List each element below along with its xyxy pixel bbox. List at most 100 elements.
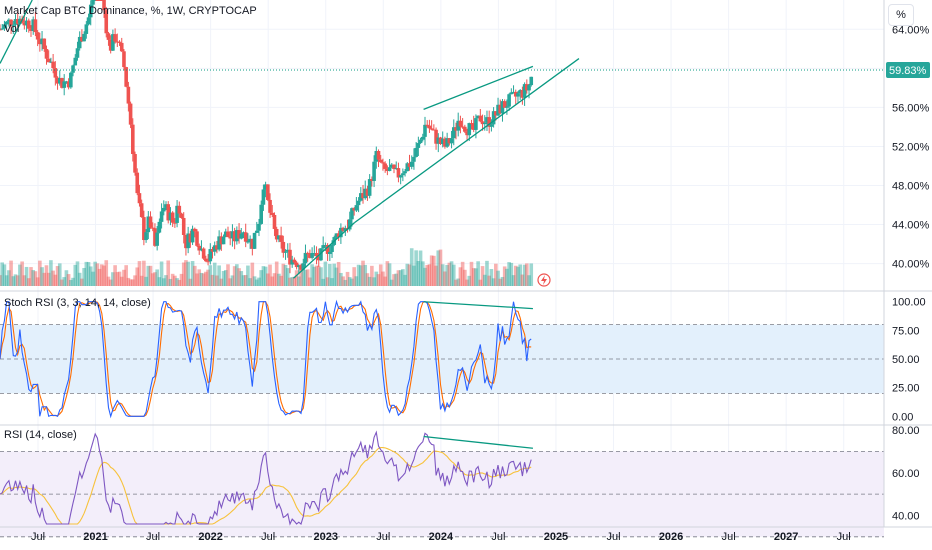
candle-body[interactable] bbox=[60, 78, 64, 88]
candle-body[interactable] bbox=[261, 189, 266, 205]
candle-body[interactable] bbox=[31, 19, 36, 31]
candle-body[interactable] bbox=[15, 19, 20, 24]
candle-body[interactable] bbox=[451, 127, 456, 139]
candle-body[interactable] bbox=[219, 236, 224, 245]
candle-body[interactable] bbox=[516, 93, 520, 97]
candle-body[interactable] bbox=[157, 221, 162, 233]
candle-body[interactable] bbox=[235, 230, 239, 242]
candle-body[interactable] bbox=[520, 90, 525, 98]
candle-body[interactable] bbox=[259, 204, 263, 224]
candle-body[interactable] bbox=[7, 19, 11, 22]
candle-body[interactable] bbox=[334, 233, 339, 238]
candle-body[interactable] bbox=[316, 256, 321, 261]
candle-body[interactable] bbox=[507, 94, 511, 107]
candle-body[interactable] bbox=[392, 164, 396, 169]
candle-body[interactable] bbox=[268, 199, 272, 213]
candle-body[interactable] bbox=[485, 117, 489, 123]
candle-body[interactable] bbox=[403, 171, 407, 174]
candle-body[interactable] bbox=[199, 248, 204, 251]
candle-body[interactable] bbox=[409, 161, 414, 167]
candle-body[interactable] bbox=[146, 216, 151, 233]
candle-body[interactable] bbox=[292, 259, 297, 263]
trendlines[interactable] bbox=[0, 0, 884, 279]
candle-body[interactable] bbox=[350, 208, 354, 220]
candle-body[interactable] bbox=[106, 33, 111, 40]
candle-body[interactable] bbox=[339, 227, 343, 238]
candle-body[interactable] bbox=[197, 245, 202, 251]
candle-body[interactable] bbox=[221, 236, 226, 245]
candle-body[interactable] bbox=[69, 72, 73, 88]
candle-body[interactable] bbox=[500, 101, 505, 114]
candle-body[interactable] bbox=[474, 118, 478, 130]
candle-body[interactable] bbox=[181, 217, 186, 235]
candle-body[interactable] bbox=[53, 68, 58, 78]
candle-body[interactable] bbox=[77, 36, 82, 49]
candle-body[interactable] bbox=[354, 205, 359, 211]
candle-body[interactable] bbox=[257, 223, 261, 231]
candle-body[interactable] bbox=[458, 120, 463, 127]
candle-body[interactable] bbox=[529, 76, 534, 86]
candle-body[interactable] bbox=[164, 204, 168, 208]
candle-body[interactable] bbox=[414, 147, 418, 157]
candle-body[interactable] bbox=[4, 21, 9, 25]
candle-body[interactable] bbox=[230, 231, 235, 239]
candle-body[interactable] bbox=[418, 139, 423, 144]
candle-body[interactable] bbox=[159, 211, 164, 222]
candle-body[interactable] bbox=[212, 245, 217, 252]
candle-body[interactable] bbox=[511, 91, 516, 93]
candle-body[interactable] bbox=[374, 151, 379, 162]
candle-body[interactable] bbox=[394, 168, 399, 170]
candle-body[interactable] bbox=[425, 124, 430, 126]
candle-body[interactable] bbox=[144, 232, 148, 241]
candle-body[interactable] bbox=[0, 28, 5, 30]
candle-body[interactable] bbox=[325, 244, 330, 254]
candle-body[interactable] bbox=[254, 230, 259, 233]
candle-body[interactable] bbox=[117, 41, 122, 43]
candle-body[interactable] bbox=[281, 241, 286, 253]
trendline[interactable] bbox=[354, 58, 580, 224]
candle-body[interactable] bbox=[35, 32, 40, 40]
candle-body[interactable] bbox=[423, 124, 427, 137]
candle-body[interactable] bbox=[381, 162, 385, 164]
candle-body[interactable] bbox=[527, 85, 531, 91]
candle-body[interactable] bbox=[290, 259, 294, 265]
candle-body[interactable] bbox=[407, 163, 412, 167]
candle-body[interactable] bbox=[496, 104, 500, 116]
candle-body[interactable] bbox=[137, 193, 142, 204]
candle-body[interactable] bbox=[387, 167, 392, 172]
candle-body[interactable] bbox=[480, 121, 485, 125]
candle-body[interactable] bbox=[274, 228, 279, 240]
candle-body[interactable] bbox=[84, 24, 89, 34]
candle-body[interactable] bbox=[91, 0, 95, 5]
candle-body[interactable] bbox=[188, 233, 193, 243]
candle-body[interactable] bbox=[279, 235, 283, 242]
candle-body[interactable] bbox=[356, 200, 361, 206]
candle-body[interactable] bbox=[62, 81, 66, 88]
candle-body[interactable] bbox=[456, 120, 461, 131]
candle-body[interactable] bbox=[383, 163, 387, 169]
lightning-icon[interactable] bbox=[537, 273, 551, 287]
candle-body[interactable] bbox=[491, 111, 496, 125]
candle-body[interactable] bbox=[241, 232, 246, 234]
candle-body[interactable] bbox=[66, 81, 71, 88]
candle-body[interactable] bbox=[104, 10, 109, 34]
candle-body[interactable] bbox=[487, 117, 491, 127]
candle-body[interactable] bbox=[359, 193, 363, 201]
candle-body[interactable] bbox=[217, 236, 221, 250]
candle-body[interactable] bbox=[502, 101, 507, 108]
candle-body[interactable] bbox=[162, 207, 166, 212]
candle-body[interactable] bbox=[184, 234, 188, 249]
candle-body[interactable] bbox=[525, 84, 529, 91]
trendline[interactable] bbox=[0, 0, 33, 64]
candle-body[interactable] bbox=[465, 131, 469, 136]
candle-body[interactable] bbox=[416, 143, 421, 148]
candle-body[interactable] bbox=[396, 168, 401, 178]
candle-body[interactable] bbox=[142, 217, 146, 241]
candlesticks[interactable] bbox=[0, 0, 534, 274]
candle-body[interactable] bbox=[232, 231, 237, 242]
candle-body[interactable] bbox=[186, 233, 190, 249]
candle-body[interactable] bbox=[363, 188, 368, 199]
candle-body[interactable] bbox=[64, 81, 69, 83]
rsi-divergence-line[interactable] bbox=[423, 435, 534, 449]
